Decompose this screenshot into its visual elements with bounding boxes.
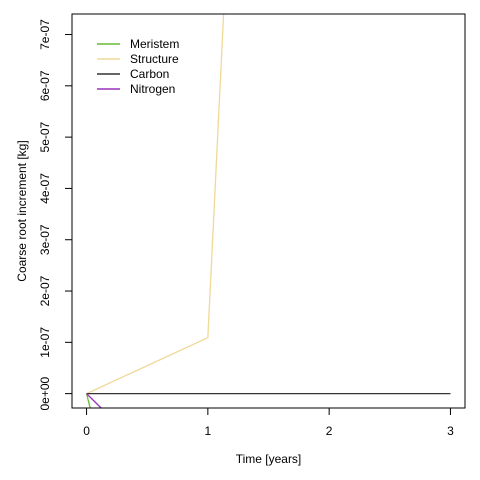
legend-label-nitrogen: Nitrogen: [130, 82, 175, 96]
x-tick-label: 0: [83, 424, 90, 438]
x-axis-label: Time [years]: [236, 452, 302, 466]
y-tick-label: 2e-07: [38, 275, 52, 306]
series-line-nitrogen: [86, 393, 102, 408]
y-axis: 0e+00 1e-07 2e-07 3e-07 4e-07 5e-07 6e-07 7e-07: [38, 19, 73, 410]
series-line-structure: [86, 14, 225, 395]
x-axis: 0 1 2 3: [83, 407, 454, 438]
y-tick-label: 6e-07: [38, 70, 52, 101]
y-axis-label: Coarse root increment [kg]: [15, 140, 29, 281]
legend-label-structure: Structure: [130, 52, 179, 66]
y-tick-label: 3e-07: [38, 224, 52, 255]
series-line-meristem: [85, 393, 91, 408]
y-tick-label: 4e-07: [38, 173, 52, 204]
y-tick-label: 0e+00: [38, 376, 52, 410]
series-layer: [85, 14, 451, 408]
y-tick-label: 7e-07: [38, 19, 52, 50]
y-tick-label: 5e-07: [38, 121, 52, 152]
x-tick-label: 2: [326, 424, 333, 438]
legend-label-meristem: Meristem: [130, 37, 179, 51]
legend-label-carbon: Carbon: [130, 67, 169, 81]
x-tick-label: 1: [205, 424, 212, 438]
x-tick-label: 3: [447, 424, 454, 438]
y-tick-label: 1e-07: [38, 327, 52, 358]
